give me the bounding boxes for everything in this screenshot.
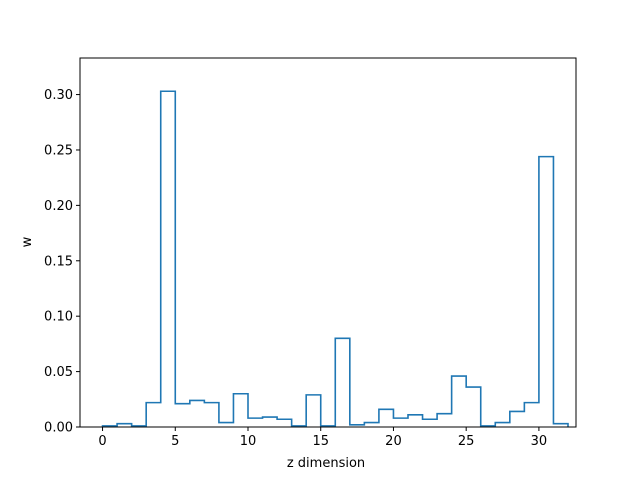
histogram-bin	[190, 400, 205, 427]
histogram-bin	[335, 338, 350, 427]
y-tick-label: 0.25	[44, 143, 73, 158]
axes-spine	[79, 57, 577, 428]
histogram-bin	[248, 418, 263, 427]
histogram-bin	[379, 409, 394, 427]
x-tick-label: 25	[458, 434, 475, 449]
histogram-bin	[452, 376, 467, 427]
histogram-bin	[277, 419, 292, 427]
x-tick-label: 30	[531, 434, 548, 449]
y-axis-ticks: 0.00 0.05 0.10 0.15 0.20 0.25 0.30	[44, 88, 80, 436]
histogram-bin	[364, 423, 379, 427]
x-tick-label: 0	[98, 434, 106, 449]
histogram-bin	[393, 418, 408, 427]
x-tick-label: 5	[171, 434, 179, 449]
y-tick-label: 0.00	[44, 421, 73, 436]
x-tick-label: 15	[312, 434, 329, 449]
histogram-bin	[539, 157, 554, 427]
histogram-bin	[510, 411, 525, 427]
histogram-bin	[466, 387, 481, 427]
histogram-bin	[175, 404, 190, 427]
x-tick-label: 10	[240, 434, 257, 449]
x-tick-label: 20	[385, 434, 402, 449]
y-tick-label: 0.10	[44, 310, 73, 325]
histogram-bin	[408, 415, 423, 427]
plot-area	[101, 90, 569, 427]
histogram-bin	[161, 91, 176, 427]
histogram-bin	[204, 403, 219, 427]
x-axis-ticks: 0 5 10 15 20 25 30	[98, 427, 547, 449]
axes-frame	[79, 57, 577, 428]
histogram-bin	[233, 394, 248, 427]
y-tick-label: 0.05	[44, 365, 73, 380]
histogram-bin	[306, 395, 321, 427]
histogram-bin	[437, 414, 452, 427]
y-axis-label: w	[20, 236, 35, 247]
histogram-bin	[524, 403, 539, 427]
x-axis-label: z dimension	[287, 456, 365, 471]
histogram-bin	[263, 417, 278, 427]
histogram-bin	[146, 403, 161, 427]
histogram-bin	[219, 423, 234, 427]
y-tick-label: 0.15	[44, 254, 73, 269]
histogram-step-line	[101, 90, 569, 427]
histogram-bin	[495, 423, 510, 427]
y-tick-label: 0.30	[44, 88, 73, 103]
y-tick-label: 0.20	[44, 199, 73, 214]
histogram-bin	[423, 419, 438, 427]
